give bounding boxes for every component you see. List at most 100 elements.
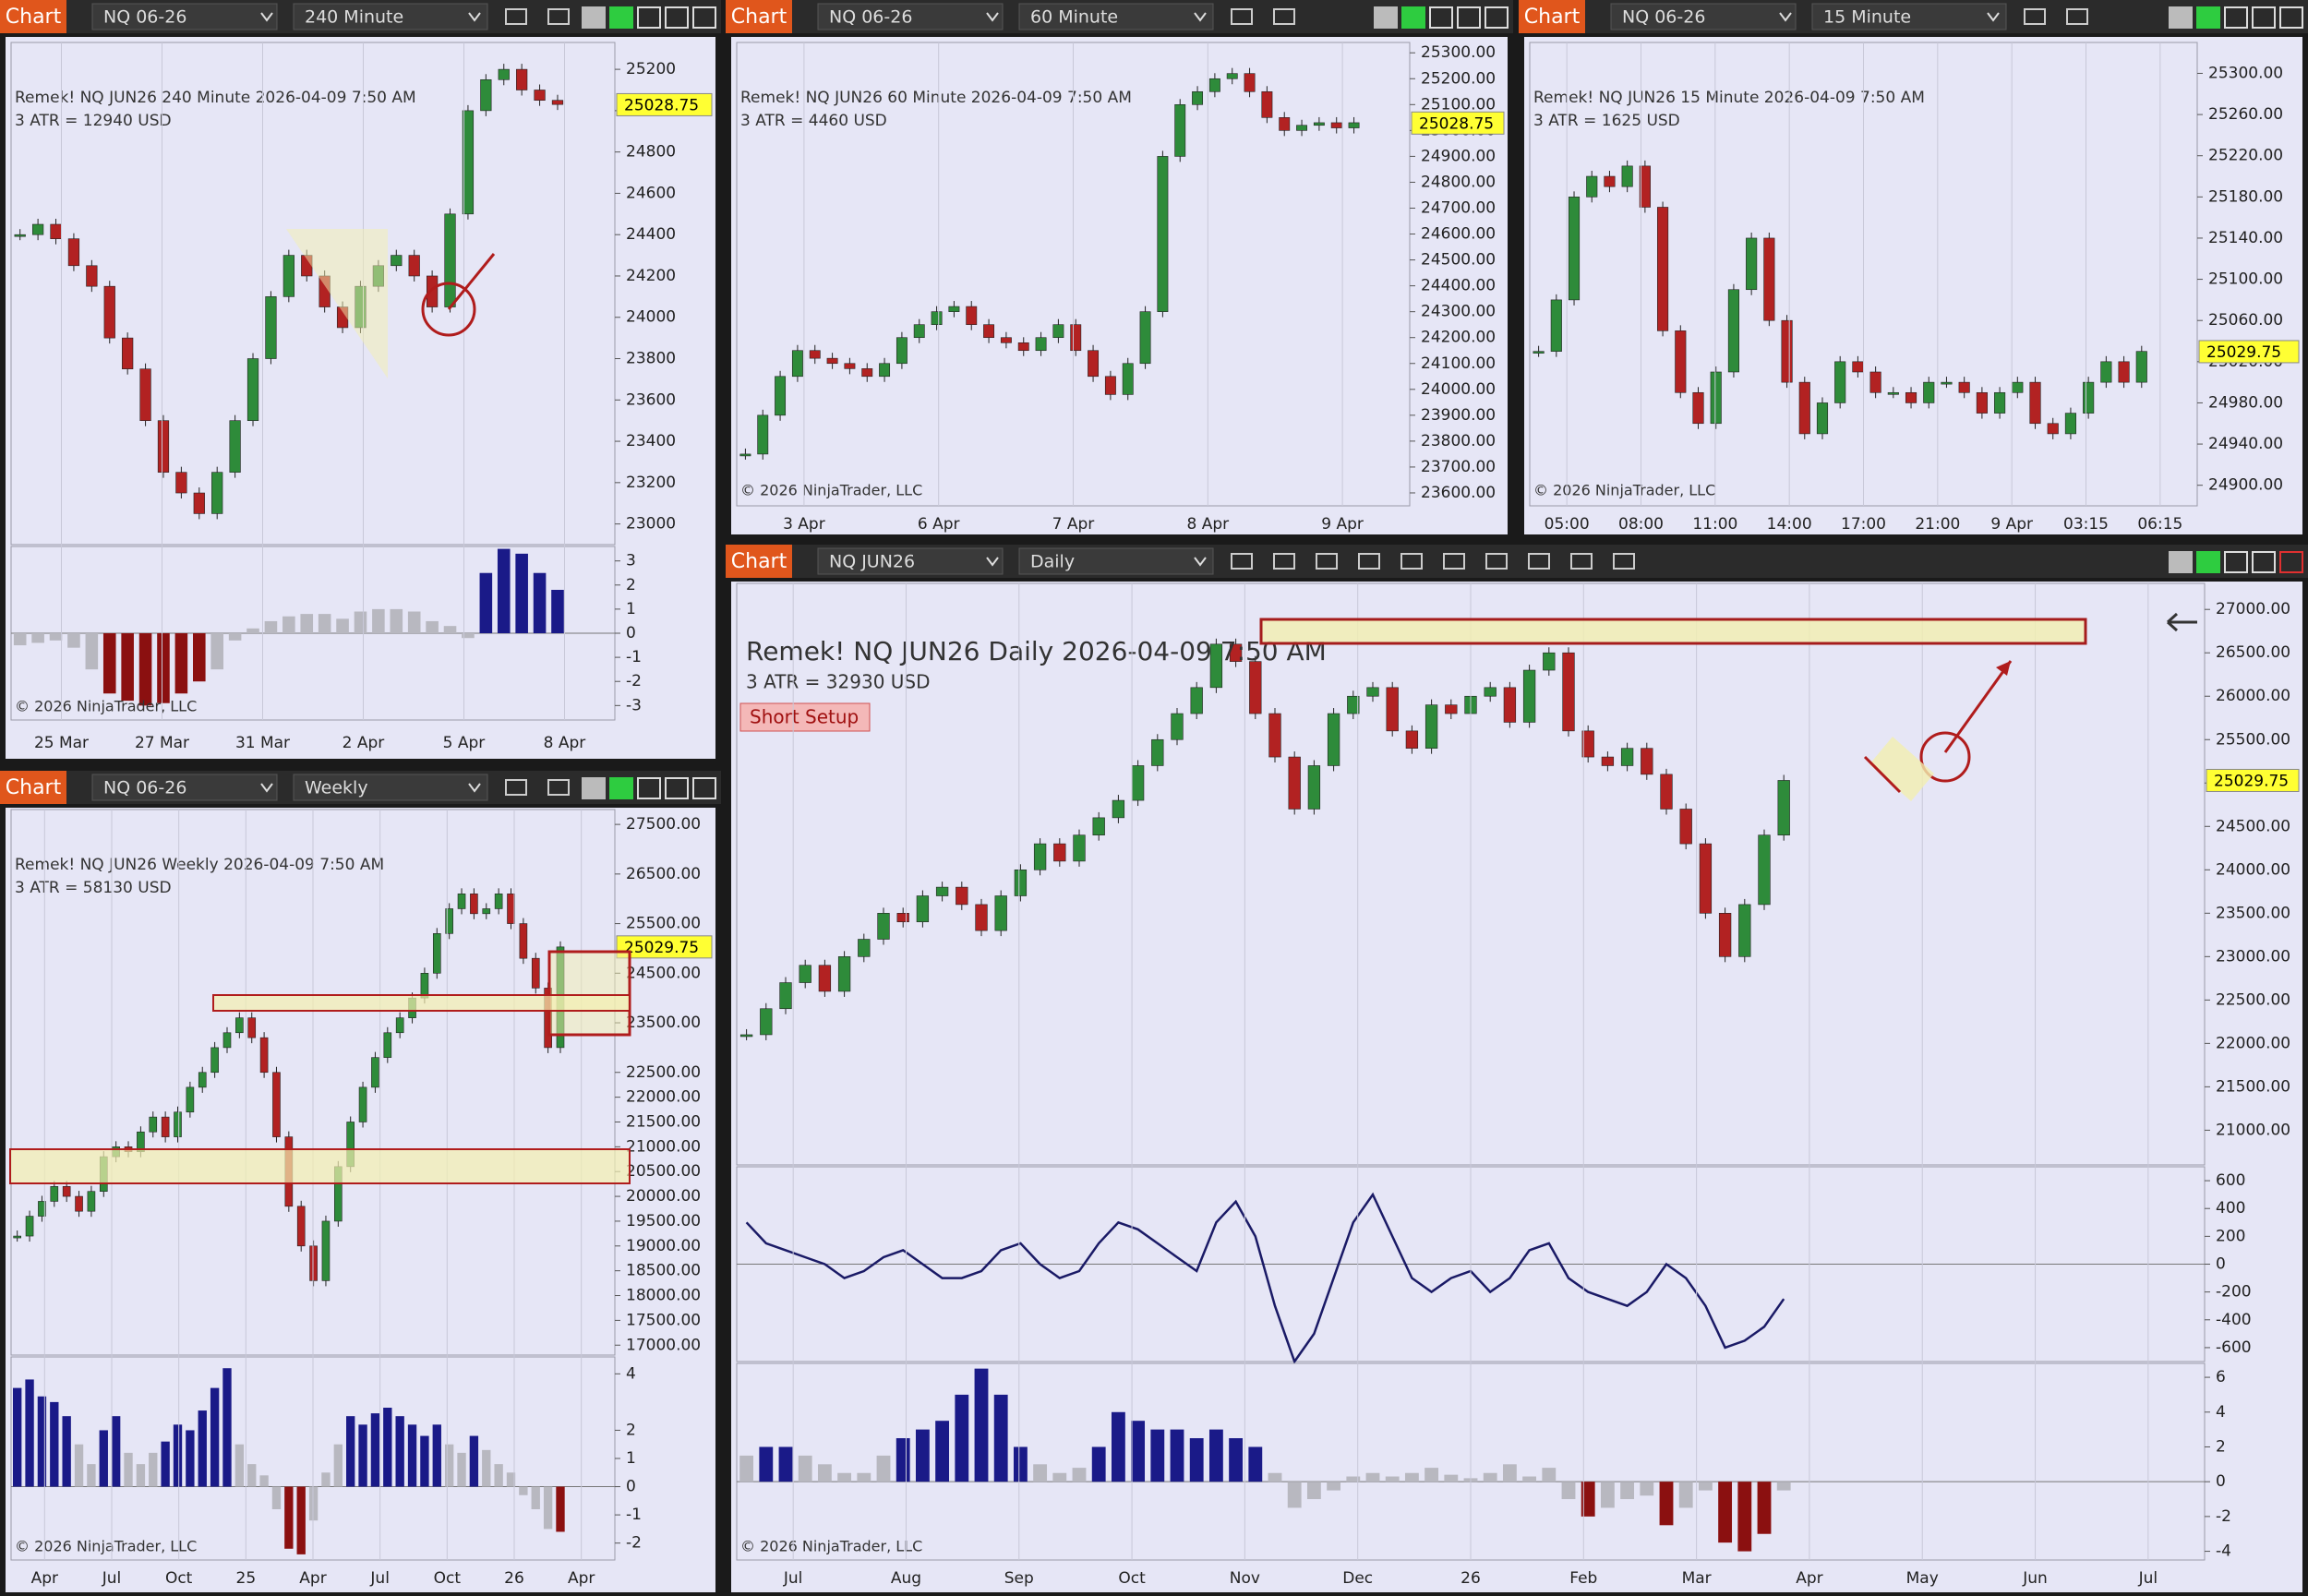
histogram-bar: [1698, 1482, 1713, 1491]
candle: [1330, 122, 1342, 128]
toolbar-icon[interactable]: [1273, 8, 1295, 25]
y-tick-label: 23800.00: [1421, 432, 1496, 450]
toolbar-icon[interactable]: [2024, 8, 2046, 25]
candle: [879, 363, 891, 378]
window-button[interactable]: [582, 777, 606, 799]
instrument-select[interactable]: [1610, 3, 1797, 30]
interval-select[interactable]: [293, 3, 488, 30]
chart-tab-label[interactable]: Chart: [6, 6, 62, 29]
window-button[interactable]: [1485, 6, 1509, 29]
window-button[interactable]: [2169, 551, 2193, 573]
toolbar-icon[interactable]: [1231, 8, 1253, 25]
histogram-bar: [358, 1424, 367, 1487]
chart-tab[interactable]: [726, 545, 792, 578]
dropdown-arrow[interactable]: [468, 12, 481, 22]
instrument-select[interactable]: [91, 3, 278, 30]
candle: [516, 68, 528, 90]
window-button[interactable]: [2224, 6, 2248, 29]
back-arrow[interactable]: [2166, 612, 2197, 632]
interval-select[interactable]: [1018, 3, 1214, 30]
instrument[interactable]: NQ 06-26: [103, 778, 186, 798]
window-button[interactable]: [692, 777, 716, 799]
window-button[interactable]: [2196, 6, 2220, 29]
window-button[interactable]: [637, 777, 661, 799]
window-button[interactable]: [2279, 551, 2303, 573]
y-tick-label: 24000: [626, 308, 676, 327]
interval[interactable]: Daily: [1030, 552, 1075, 572]
dropdown-arrow[interactable]: [260, 12, 273, 22]
window-button[interactable]: [1374, 6, 1398, 29]
chart-tab-label[interactable]: Chart: [1524, 6, 1581, 29]
dropdown-arrow[interactable]: [1194, 557, 1207, 567]
toolbar-icon[interactable]: [1231, 553, 1253, 570]
toolbar-icon[interactable]: [547, 8, 570, 25]
toolbar-icon[interactable]: [1528, 553, 1550, 570]
window-button[interactable]: [2169, 6, 2193, 29]
dropdown-arrow[interactable]: [1194, 12, 1207, 22]
toolbar-icon[interactable]: [1613, 553, 1635, 570]
candle: [1313, 122, 1325, 126]
dropdown-arrow[interactable]: [468, 783, 481, 793]
toolbar-icon[interactable]: [1570, 553, 1593, 570]
window-button[interactable]: [665, 6, 689, 29]
window-button[interactable]: [1401, 6, 1425, 29]
dropdown-arrow[interactable]: [986, 12, 999, 22]
window-button[interactable]: [609, 777, 633, 799]
toolbar-icon[interactable]: [1400, 553, 1423, 570]
window-button[interactable]: [2252, 551, 2276, 573]
histogram-bar: [519, 1486, 528, 1495]
toolbar-icon[interactable]: [1316, 553, 1338, 570]
window-button[interactable]: [665, 777, 689, 799]
instrument-select[interactable]: [817, 3, 1004, 30]
candle: [1208, 78, 1220, 92]
dropdown-arrow[interactable]: [260, 783, 273, 793]
window-button[interactable]: [1457, 6, 1481, 29]
y-tick-label: 24400.00: [1421, 277, 1496, 295]
interval[interactable]: 15 Minute: [1823, 7, 1911, 28]
window-button[interactable]: [2279, 6, 2303, 29]
instrument[interactable]: NQ 06-26: [103, 7, 186, 28]
toolbar-icon[interactable]: [1485, 553, 1508, 570]
chart-tab[interactable]: [0, 771, 66, 804]
window-button[interactable]: [637, 6, 661, 29]
instrument[interactable]: NQ JUN26: [829, 552, 915, 572]
dropdown-arrow[interactable]: [1987, 12, 2000, 22]
window-button[interactable]: [692, 6, 716, 29]
window-button[interactable]: [1429, 6, 1453, 29]
toolbar-icon[interactable]: [505, 779, 527, 796]
histogram-bar: [308, 1486, 319, 1521]
window-button[interactable]: [609, 6, 633, 29]
interval-select[interactable]: [293, 774, 488, 801]
window-button[interactable]: [582, 6, 606, 29]
toolbar-icon[interactable]: [2066, 8, 2088, 25]
chart-tab-label[interactable]: Chart: [731, 6, 787, 29]
toolbar-icon[interactable]: [1443, 553, 1465, 570]
toolbar-icon[interactable]: [547, 779, 570, 796]
interval-select[interactable]: [1811, 3, 2007, 30]
instrument-select[interactable]: [817, 547, 1004, 575]
chart-tab[interactable]: [0, 0, 66, 33]
window-button[interactable]: [2252, 6, 2276, 29]
chart-tab-label[interactable]: Chart: [6, 776, 62, 799]
dropdown-arrow[interactable]: [986, 557, 999, 567]
window-button[interactable]: [2196, 551, 2220, 573]
toolbar-icon[interactable]: [1358, 553, 1380, 570]
instrument[interactable]: NQ 06-26: [829, 7, 912, 28]
window-button[interactable]: [2224, 551, 2248, 573]
dropdown-arrow[interactable]: [1779, 12, 1792, 22]
interval[interactable]: Weekly: [305, 778, 368, 798]
toolbar-icon[interactable]: [505, 8, 527, 25]
interval[interactable]: 60 Minute: [1030, 7, 1118, 28]
y-tick-label: 25300.00: [1421, 43, 1496, 62]
chart-tab-label[interactable]: Chart: [731, 550, 787, 573]
chart-tab[interactable]: [726, 0, 792, 33]
interval-select[interactable]: [1018, 547, 1214, 575]
toolbar-icon[interactable]: [1273, 553, 1295, 570]
candle: [1994, 391, 2006, 414]
x-tick-label: Oct: [165, 1569, 193, 1588]
instrument-select[interactable]: [91, 774, 278, 801]
histogram-bar: [1502, 1464, 1517, 1482]
instrument[interactable]: NQ 06-26: [1622, 7, 1705, 28]
interval[interactable]: 240 Minute: [305, 7, 403, 28]
chart-tab[interactable]: [1519, 0, 1585, 33]
